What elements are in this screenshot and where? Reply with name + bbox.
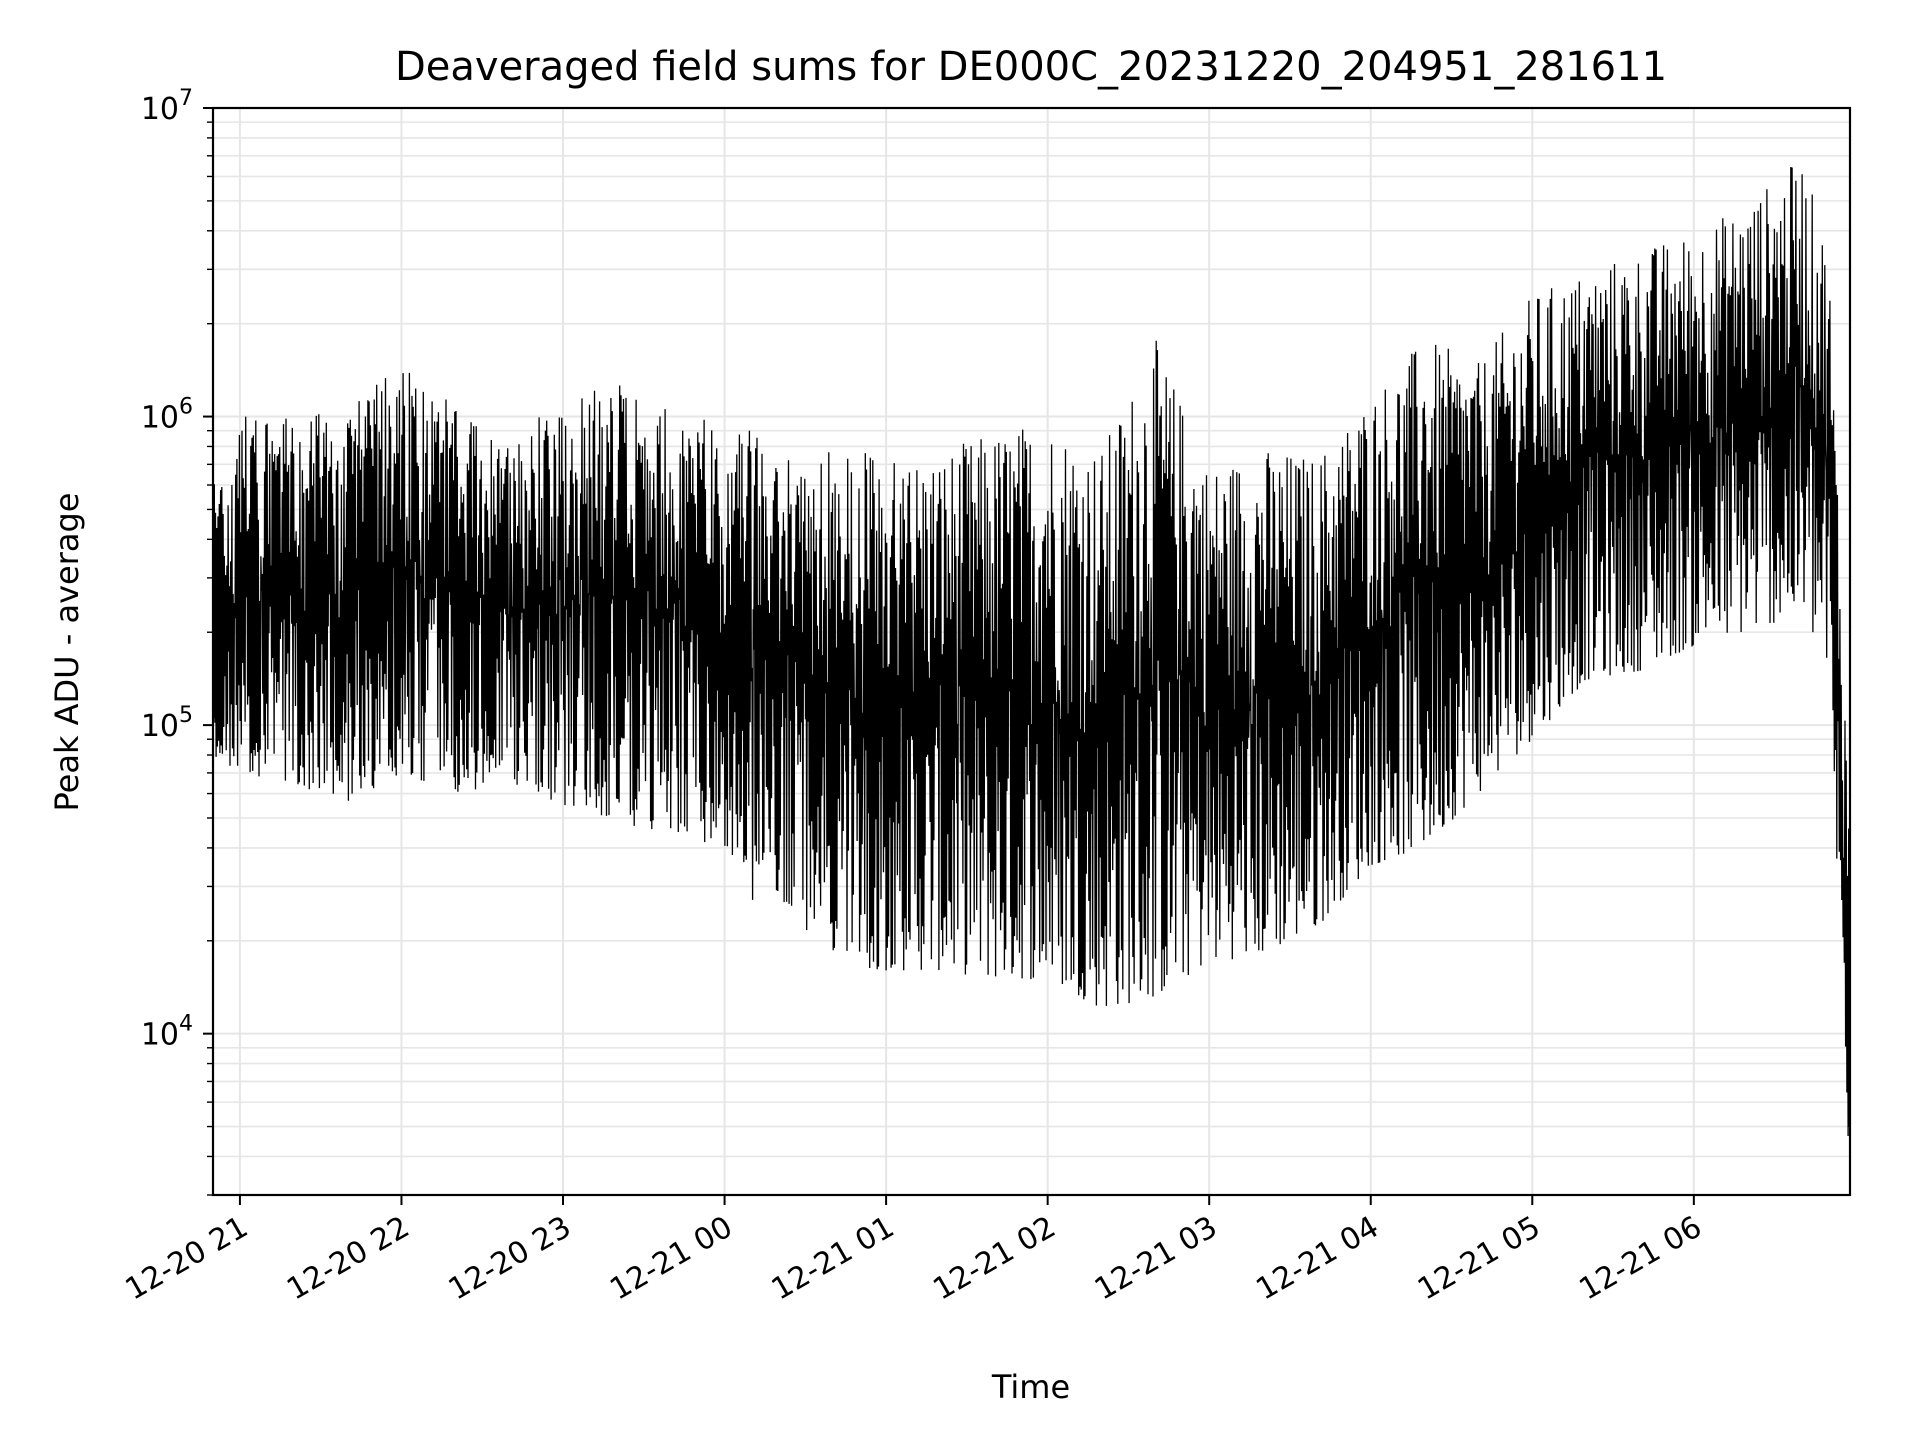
y-tick-exponent: 4 [179, 1012, 193, 1037]
y-tick-exponent: 7 [179, 86, 193, 111]
plot-frame [211, 106, 1852, 1197]
y-tick-base: 10 [141, 1018, 179, 1053]
y-tick-base: 10 [141, 709, 179, 744]
series-line [212, 166, 1851, 1137]
y-tick-label: 105 [141, 703, 193, 744]
y-tick-exponent: 5 [179, 703, 193, 728]
data-trace [212, 166, 1851, 1137]
y-tick-label: 104 [141, 1012, 193, 1053]
y-tick-base: 10 [141, 92, 179, 127]
x-axis-label: Time [991, 1368, 1070, 1406]
chart-title: Deaveraged field sums for DE000C_2023122… [395, 44, 1667, 90]
y-tick-exponent: 6 [179, 395, 193, 420]
y-tick-label: 106 [141, 395, 193, 436]
y-tick-label: 107 [141, 86, 193, 127]
y-tick-base: 10 [141, 401, 179, 436]
y-axis-label: Peak ADU - average [48, 493, 86, 812]
